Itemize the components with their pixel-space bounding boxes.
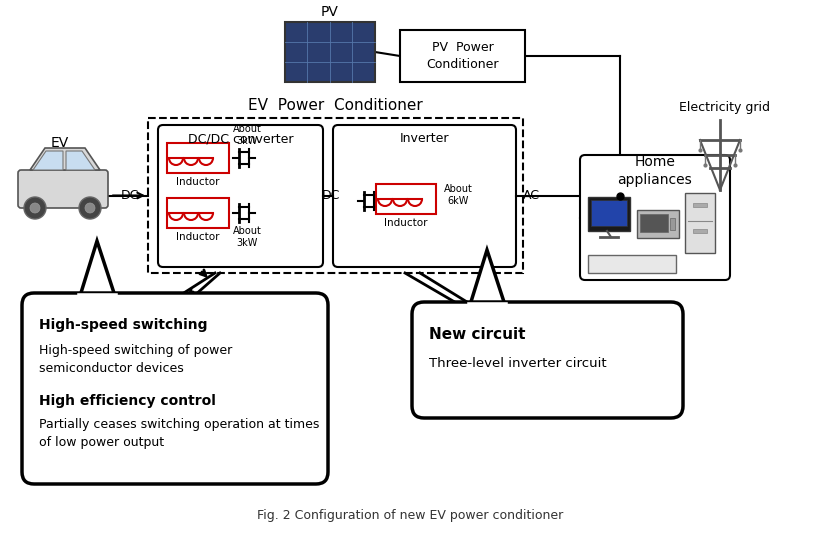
Text: EV  Power  Conditioner: EV Power Conditioner — [248, 99, 423, 114]
Polygon shape — [80, 241, 115, 296]
FancyBboxPatch shape — [411, 302, 682, 418]
Bar — [692, 203, 706, 207]
Bar — [684, 193, 714, 253]
Bar — [167, 198, 229, 228]
Text: Electricity grid: Electricity grid — [679, 101, 770, 115]
FancyBboxPatch shape — [333, 125, 515, 267]
Text: Home
appliances: Home appliances — [617, 155, 691, 187]
Circle shape — [30, 203, 40, 213]
Text: High-speed switching of power
semiconductor devices: High-speed switching of power semiconduc… — [39, 344, 232, 375]
Bar — [285, 22, 374, 82]
Polygon shape — [33, 151, 63, 170]
Text: About
3kW: About 3kW — [233, 124, 261, 146]
Bar — [590, 200, 627, 226]
Text: High-speed switching: High-speed switching — [39, 318, 207, 332]
Text: DC/DC converter: DC/DC converter — [188, 132, 293, 145]
Text: EV: EV — [51, 136, 69, 150]
Bar — [639, 214, 667, 232]
Bar — [587, 197, 629, 231]
Text: DC: DC — [321, 189, 340, 202]
Bar — [400, 30, 524, 82]
Text: Inductor: Inductor — [384, 218, 428, 228]
Bar — [167, 143, 229, 173]
Text: Inverter: Inverter — [400, 132, 449, 145]
FancyBboxPatch shape — [18, 170, 108, 208]
Text: Fig. 2 Configuration of new EV power conditioner: Fig. 2 Configuration of new EV power con… — [256, 509, 563, 522]
Text: About
3kW: About 3kW — [233, 226, 261, 248]
Bar — [376, 184, 436, 214]
Text: High efficiency control: High efficiency control — [39, 394, 215, 408]
Circle shape — [24, 197, 46, 219]
Text: Partially ceases switching operation at times
of low power output: Partially ceases switching operation at … — [39, 418, 319, 449]
Bar — [692, 229, 706, 233]
Bar — [587, 255, 675, 273]
Text: Inductor: Inductor — [176, 232, 219, 242]
Text: PV: PV — [321, 5, 338, 19]
Text: About
6kW: About 6kW — [443, 184, 472, 206]
Circle shape — [79, 197, 101, 219]
FancyBboxPatch shape — [22, 293, 328, 484]
Text: AC: AC — [522, 189, 539, 202]
FancyBboxPatch shape — [158, 125, 323, 267]
Bar — [147, 118, 523, 273]
Polygon shape — [469, 250, 505, 305]
Polygon shape — [66, 151, 95, 170]
Polygon shape — [30, 148, 100, 170]
Text: Inductor: Inductor — [176, 177, 219, 187]
Circle shape — [85, 203, 95, 213]
Text: DC: DC — [120, 189, 139, 202]
FancyBboxPatch shape — [579, 155, 729, 280]
Text: Three-level inverter circuit: Three-level inverter circuit — [428, 357, 606, 370]
Bar — [636, 210, 678, 238]
Text: PV  Power
Conditioner: PV Power Conditioner — [426, 41, 498, 71]
Bar — [669, 218, 674, 230]
Text: New circuit: New circuit — [428, 327, 525, 342]
